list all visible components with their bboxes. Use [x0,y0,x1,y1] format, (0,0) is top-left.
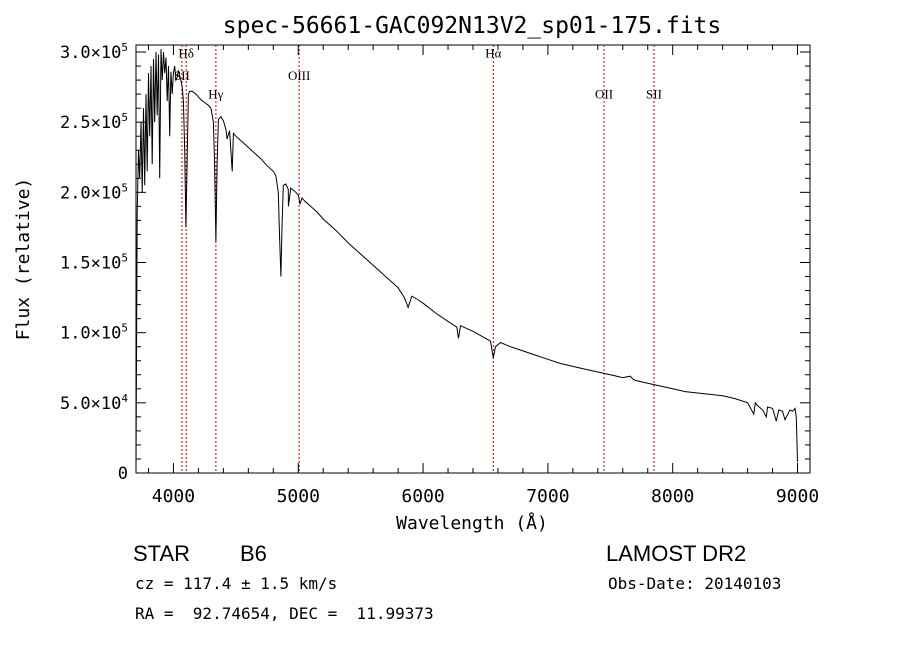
y-tick-exponent: 5 [121,111,128,124]
object-type: STAR [133,541,191,566]
plot-frame [135,44,811,474]
redshift-cz: cz = 117.4 ± 1.5 km/s [135,574,338,593]
line-marker-label: OII [595,86,613,101]
y-tick-exponent: 4 [121,392,128,405]
axis-ticks: 4000 5000 6000 7000 8000 900005.0×1041.0×1051… [60,41,819,507]
spectrum-chart: spec-56661-GAC092N13V2_sp01-175.fits Hδ S… [13,13,819,534]
coordinates: RA = 92.74654, DEC = 11.99373 [135,604,434,623]
y-tick-label: 2.5×105 [60,111,128,133]
x-tick-label: 8000 [651,486,694,507]
spectrum-line [135,49,798,469]
line-marker-label: Hα [485,46,501,61]
chart-title: spec-56661-GAC092N13V2_sp01-175.fits [223,13,722,39]
line-markers: Hδ SII Hγ OIII Hα OII SII [174,45,662,473]
y-tick-exponent: 5 [121,181,128,194]
x-tick-label: 6000 [401,486,444,507]
y-tick-label: 1.5×105 [60,252,128,274]
line-marker-label: SII [646,86,662,101]
x-tick-label: 5000 [277,486,320,507]
y-tick-mantissa: 0 [118,464,128,484]
x-tick-label: 9000 [776,486,819,507]
y-tick-label: 1.0×105 [60,322,128,344]
y-tick-exponent: 5 [121,41,128,54]
line-marker-label: Hδ [178,46,194,61]
line-marker-label: OIII [288,68,310,83]
line-marker-label: SII [174,68,190,83]
y-tick-mantissa: 5.0×10 [60,394,121,414]
y-tick-mantissa: 1.5×10 [60,254,121,274]
survey-name: LAMOST DR2 [606,541,747,566]
y-tick-exponent: 5 [121,322,128,335]
line-marker-label: Hγ [208,86,223,101]
y-tick-label: 5.0×104 [60,392,128,414]
y-axis-label: Flux (relative) [13,178,34,341]
y-tick-label: 3.0×105 [60,41,128,63]
x-tick-label: 7000 [526,486,569,507]
y-tick-mantissa: 3.0×10 [60,43,121,63]
y-tick-exponent: 5 [121,252,128,265]
x-tick-label: 4000 [152,486,195,507]
y-tick-mantissa: 2.5×10 [60,113,121,133]
y-tick-mantissa: 2.0×10 [60,183,121,203]
y-tick-mantissa: 1.0×10 [60,324,121,344]
y-tick-label: 2.0×105 [60,181,128,203]
x-axis-label: Wavelength (Å) [396,512,548,534]
obs-date: Obs-Date: 20140103 [608,574,782,593]
object-subclass: B6 [240,541,267,566]
y-tick-label: 0 [118,464,128,484]
